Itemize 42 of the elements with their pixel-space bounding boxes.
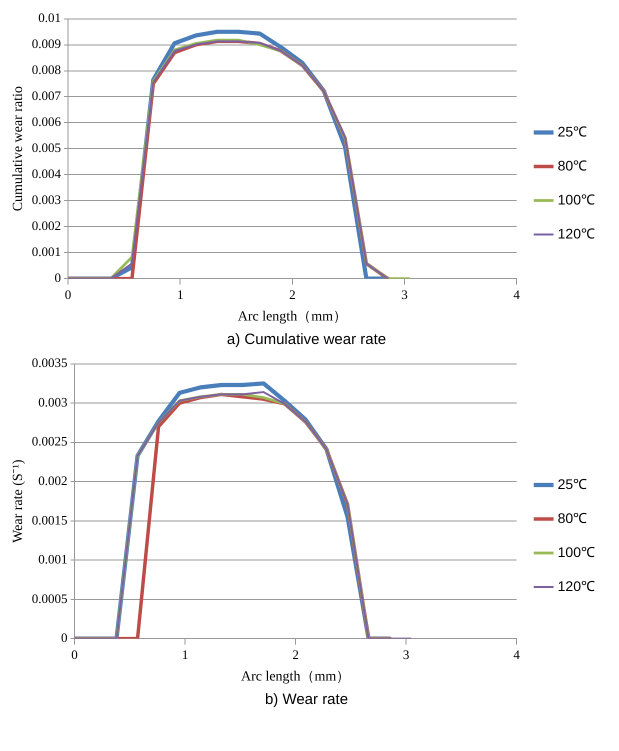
y-tick-label: 0.002 [38,472,68,488]
y-tick-label: 0 [54,270,62,286]
y-axis-title: Wear rate (S⁻¹) [11,459,26,543]
y-tick-label: 0.001 [32,244,62,260]
y-tick-label: 0.003 [32,192,62,208]
y-tick-label: 0.0025 [32,434,68,449]
x-tick-label: 4 [513,646,520,662]
y-tick-label: 0.009 [32,36,62,52]
x-tick-label: 1 [182,646,188,662]
x-axis-title: Arc length（mm） [240,669,350,684]
y-axis-title: Cumulative wear ratio [11,86,26,212]
legend-label: 120℃ [558,225,595,242]
y-tick-label: 0 [61,630,68,646]
y-tick-label: 0.006 [32,114,62,130]
legend-label: 100℃ [558,544,595,560]
x-tick-label: 3 [402,646,410,662]
legend-label: 25℃ [558,476,588,492]
y-tick-label: 0.0005 [32,590,68,606]
legend-label: 120℃ [558,578,595,594]
x-tick-label: 2 [289,286,296,302]
y-tick-label: 0.01 [38,10,62,26]
legend-label: 80℃ [558,510,588,526]
y-tick-label: 0.007 [32,88,62,104]
legend-label: 25℃ [558,123,588,140]
y-tick-label: 0.005 [32,140,62,156]
y-tick-label: 0.004 [32,166,62,182]
x-tick-label: 2 [292,646,299,662]
text: a) Cumulative wear rate [226,331,386,348]
x-tick-label: 1 [176,286,184,302]
y-tick-label: 0.008 [32,62,62,78]
y-tick-label: 0.0015 [32,512,68,528]
y-tick-label: 0.003 [38,394,68,410]
y-tick-label: 0.002 [32,218,62,234]
text: b) Wear rate [264,691,348,708]
x-axis-title: Arc length（mm） [238,309,347,324]
x-tick-label: 4 [513,286,520,302]
legend-label: 80℃ [558,157,588,174]
y-tick-label: 0.001 [38,552,68,567]
x-tick-label: 0 [71,646,78,662]
x-tick-label: 3 [401,286,408,302]
y-tick-label: 0.0035 [32,355,68,370]
legend-label: 100℃ [558,191,595,208]
